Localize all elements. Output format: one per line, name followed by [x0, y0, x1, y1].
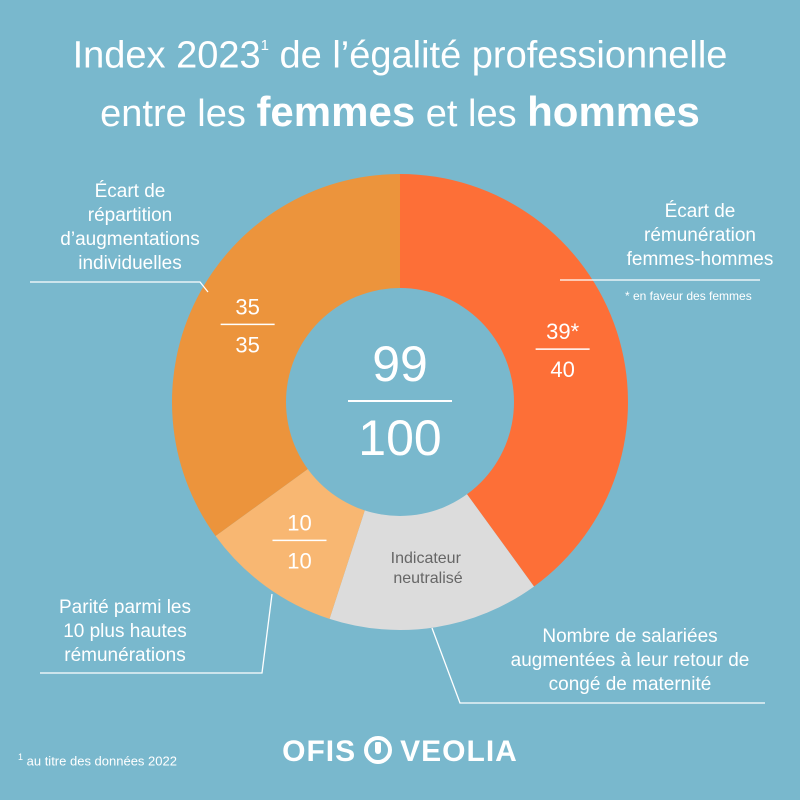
slice-max-4: 35: [235, 332, 259, 357]
total-max: 100: [358, 410, 441, 466]
leader-line-maternite: [431, 627, 765, 704]
slice-max-3: 10: [287, 548, 311, 573]
slice-1: [400, 174, 628, 587]
slice-score-3: 10: [287, 510, 311, 535]
slice-4: [172, 174, 400, 537]
label-remuneration: Écart de rémunération femmes-hommes: [626, 201, 774, 270]
slice-score-4: 35: [235, 294, 259, 319]
slice-max-1: 40: [550, 357, 574, 382]
total-score: 99: [372, 336, 428, 392]
title-line-2: entre les femmes et les hommes: [100, 87, 700, 135]
slice-score-1: 39*: [546, 319, 579, 344]
leader-line-hautes: [40, 593, 273, 674]
drop-logo-icon: [364, 736, 393, 765]
leader-line-augmentations: [30, 281, 209, 293]
slice-2: [329, 402, 535, 631]
chart-title: Index 20231 de l’égalité professionnelle…: [0, 22, 800, 142]
label-augmentations: Écart de répartition d’augmentations ind…: [60, 181, 200, 274]
label-hautes-remunerations: Parité parmi les 10 plus hautes rémunéra…: [59, 597, 191, 666]
slice-label-neutralise: Indicateur neutralisé: [391, 550, 466, 587]
title-line-1: Index 20231 de l’égalité professionnelle: [72, 34, 728, 77]
ofis-veolia-logo: OFIS VEOLIA: [282, 735, 518, 768]
remuneration-note: * en faveur des femmes: [625, 289, 752, 303]
label-maternite: Nombre de salariées augmentées à leur re…: [510, 626, 750, 695]
footnote: 1 au titre des données 2022: [18, 752, 177, 769]
